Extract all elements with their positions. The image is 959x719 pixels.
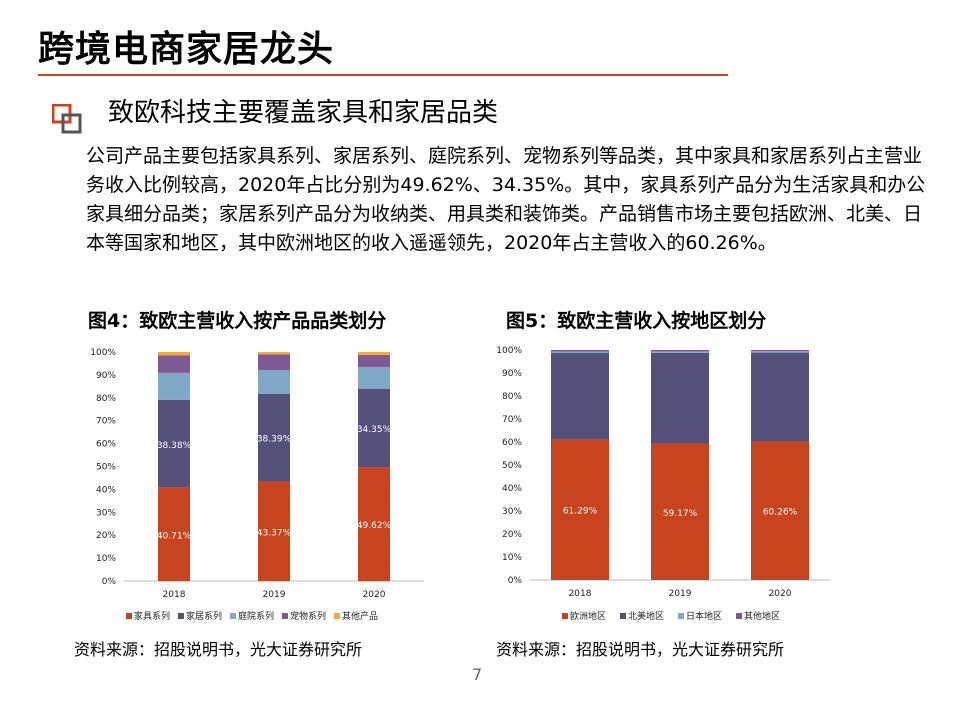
y-tick-label: 20% xyxy=(502,530,522,540)
legend-swatch xyxy=(334,613,340,619)
bar-segment xyxy=(258,481,290,581)
legend-label: 北美地区 xyxy=(628,610,664,622)
bar-segment xyxy=(158,372,190,400)
y-tick-label: 40% xyxy=(96,485,116,495)
legend-swatch xyxy=(126,613,132,619)
y-tick-label: 30% xyxy=(96,508,116,518)
page-number: 7 xyxy=(472,665,483,684)
legend-swatch xyxy=(736,613,742,619)
section-subtitle: 致欧科技主要覆盖家具和家居品类 xyxy=(108,98,499,128)
figure5-source: 资料来源：招股说明书，光大证券研究所 xyxy=(496,640,785,659)
bar-segment xyxy=(651,350,709,352)
y-tick-label: 50% xyxy=(502,461,522,471)
y-tick-label: 0% xyxy=(102,577,117,587)
y-tick-label: 60% xyxy=(96,440,116,450)
bar-segment xyxy=(651,352,709,444)
data-label: 60.26% xyxy=(763,508,798,518)
legend-label: 其他地区 xyxy=(744,610,780,622)
bar-segment xyxy=(751,351,809,353)
legend-swatch xyxy=(230,613,236,619)
x-tick-label: 2020 xyxy=(363,590,386,600)
y-tick-label: 80% xyxy=(502,392,522,402)
bar-segment xyxy=(358,354,390,367)
legend-label: 日本地区 xyxy=(686,610,722,622)
bar-segment xyxy=(158,487,190,581)
bar-segment xyxy=(358,388,390,468)
bar-segment xyxy=(751,441,809,580)
legend-swatch xyxy=(620,613,626,619)
y-tick-label: 70% xyxy=(502,415,522,425)
data-label: 59.17% xyxy=(663,509,698,519)
y-tick-label: 100% xyxy=(90,348,116,358)
bar-segment xyxy=(158,352,190,356)
bar-segment xyxy=(258,393,290,482)
bar-segment xyxy=(258,354,290,371)
bar-segment xyxy=(651,443,709,580)
x-tick-label: 2020 xyxy=(769,589,792,599)
y-tick-label: 0% xyxy=(508,576,523,586)
data-label: 40.71% xyxy=(157,531,192,541)
legend-swatch xyxy=(282,613,288,619)
data-label: 38.38% xyxy=(157,441,192,451)
figure4-source: 资料来源：招股说明书，光大证券研究所 xyxy=(74,640,363,659)
y-tick-label: 70% xyxy=(96,417,116,427)
x-tick-label: 2018 xyxy=(569,589,592,599)
bar-segment xyxy=(551,439,609,580)
y-tick-label: 80% xyxy=(96,394,116,404)
title-underline xyxy=(38,74,728,76)
legend-swatch xyxy=(562,613,568,619)
region-revenue-chart: 0% 10% 20% 30% 40% 50% 60% 70% 80% 90% 100% 61.29% 2… xyxy=(496,346,830,622)
legend-swatch xyxy=(178,613,184,619)
bar-segment xyxy=(751,350,809,352)
bar-segment xyxy=(551,353,609,440)
figure4-title: 图4：致欧主营收入按产品品类划分 xyxy=(88,310,387,332)
category-revenue-chart: 0% 10% 20% 30% 40% 50% 60% 70% 80% 90% 100% 40.71% 3… xyxy=(90,348,424,622)
bar-segment xyxy=(258,370,290,394)
bar-segment xyxy=(358,467,390,581)
y-tick-label: 90% xyxy=(502,369,522,379)
data-label: 38.39% xyxy=(257,435,292,445)
legend-label: 家居系列 xyxy=(186,610,222,622)
bar-segment xyxy=(358,352,390,355)
y-tick-label: 60% xyxy=(502,438,522,448)
square-bullet-icon xyxy=(52,104,82,134)
bar-segment xyxy=(751,352,809,442)
y-tick-label: 10% xyxy=(502,553,522,563)
bar-segment xyxy=(258,352,290,355)
y-tick-label: 30% xyxy=(502,507,522,517)
y-tick-label: 50% xyxy=(96,463,116,473)
legend-label: 宠物系列 xyxy=(290,610,326,622)
figure5-title: 图5：致欧主营收入按地区划分 xyxy=(506,310,767,332)
bar-segment xyxy=(158,399,190,488)
x-tick-label: 2019 xyxy=(263,590,286,600)
legend-swatch xyxy=(678,613,684,619)
legend-label: 其他产品 xyxy=(342,610,378,622)
slide-title: 跨境电商家居龙头 xyxy=(38,29,335,70)
bar-segment xyxy=(158,355,190,373)
bar-segment xyxy=(551,351,609,354)
y-tick-label: 10% xyxy=(96,554,116,564)
bar-segment xyxy=(651,351,709,353)
y-tick-label: 40% xyxy=(502,484,522,494)
legend-label: 庭院系列 xyxy=(238,610,274,622)
data-label: 61.29% xyxy=(563,507,598,517)
y-tick-label: 90% xyxy=(96,371,116,381)
x-tick-label: 2018 xyxy=(163,590,186,600)
body-paragraph: 公司产品主要包括家具系列、家居系列、庭院系列、宠物系列等品类，其中家具和家居系列… xyxy=(86,145,926,254)
x-tick-label: 2019 xyxy=(669,589,692,599)
legend-label: 家具系列 xyxy=(134,610,170,622)
y-tick-label: 20% xyxy=(96,531,116,541)
y-tick-label: 100% xyxy=(496,346,522,356)
data-label: 43.37% xyxy=(257,528,292,538)
data-label: 49.62% xyxy=(357,521,392,531)
bar-segment xyxy=(551,350,609,352)
data-label: 34.35% xyxy=(357,425,392,435)
bar-segment xyxy=(358,366,390,389)
legend-label: 欧洲地区 xyxy=(570,610,606,622)
